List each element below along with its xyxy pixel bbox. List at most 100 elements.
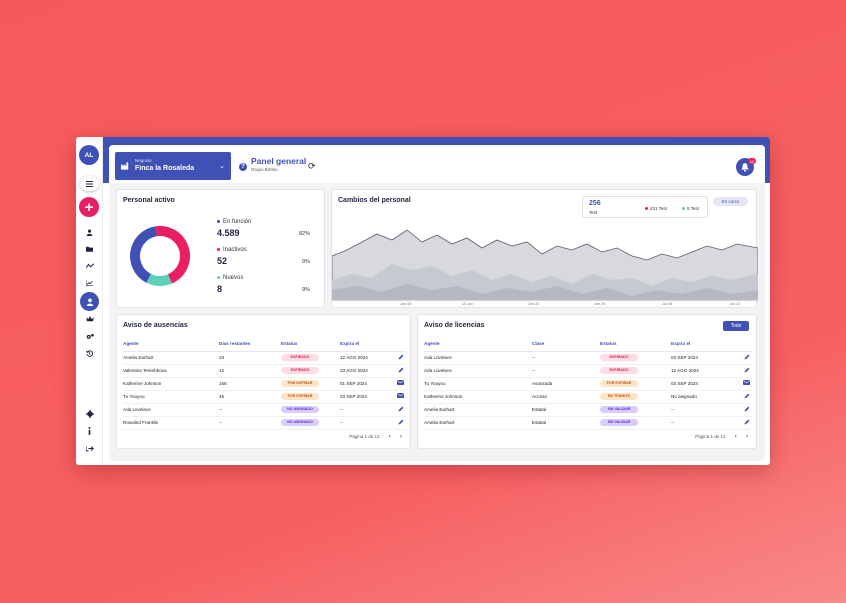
- next-page-icon[interactable]: ›: [746, 434, 748, 440]
- donut-chart: [129, 226, 190, 286]
- settings-icon[interactable]: [76, 409, 103, 419]
- expira-cell: 12 AGO 2024: [671, 364, 737, 378]
- chevron-down-icon: ⌄: [219, 163, 225, 170]
- expira-cell: --: [671, 416, 737, 430]
- info-icon[interactable]: [76, 426, 103, 436]
- mail-icon[interactable]: [392, 377, 406, 391]
- table-row[interactable]: Ada Lovelace -- EXPIRADO 03 SEP 2024: [424, 351, 752, 365]
- dias-cell: 23: [219, 351, 281, 365]
- table-header-row: Agente Clase Estatus Expira el: [424, 337, 752, 352]
- dias-cell: --: [219, 403, 281, 417]
- question-icon[interactable]: ?: [239, 163, 247, 171]
- edit-icon[interactable]: [737, 351, 752, 365]
- edit-icon[interactable]: [392, 364, 406, 378]
- column-header: Días restantes: [219, 337, 281, 352]
- prev-page-icon[interactable]: ‹: [734, 434, 737, 440]
- status-badge: NO ASIGNADO: [281, 406, 319, 413]
- timeline-icon[interactable]: [76, 261, 103, 271]
- legend-value-2: 8: [217, 284, 223, 294]
- expira-cell: No asignado: [671, 390, 737, 404]
- table-row[interactable]: Amelia Earhart Estatal SIN VALIDAR --: [424, 416, 752, 430]
- expira-cell: 03 SEP 2024: [671, 351, 737, 365]
- page-title: Panel general: [251, 156, 307, 166]
- expira-cell: 23 AGO 2024: [340, 364, 392, 378]
- dias-cell: 156: [219, 377, 281, 391]
- area-chart: [332, 229, 758, 301]
- table-row[interactable]: Tu Youyou 45 POR EXPIRAR 03 SEP 2024: [123, 390, 406, 404]
- edit-icon[interactable]: [392, 403, 406, 417]
- chart-icon[interactable]: [76, 278, 103, 288]
- negocio-label: Negocio: [135, 158, 152, 163]
- legend-dot-icon: [217, 219, 220, 223]
- table-row[interactable]: Tu Youyou Avanzada POR EXPIRAR 03 SEP 2024: [424, 377, 752, 391]
- crown-icon[interactable]: [76, 314, 103, 324]
- expira-cell: --: [671, 403, 737, 417]
- table-row[interactable]: Rosalind Franklin -- NO ASIGNADO --: [123, 416, 406, 430]
- agente-cell: Valentina Tereshkova: [123, 364, 219, 378]
- edit-icon[interactable]: [737, 390, 752, 404]
- status-cell: POR EXPIRAR: [281, 390, 340, 404]
- agente-cell: Amelia Earhart: [123, 351, 219, 365]
- gears-icon[interactable]: [76, 331, 103, 341]
- table-row[interactable]: Katherine Johnson 156 POR EXPIRAR 01 SEP 20…: [123, 377, 406, 391]
- negocio-selector[interactable]: Negocio Finca la Rosaleda ⌄: [115, 152, 231, 180]
- status-badge: POR EXPIRAR: [281, 393, 319, 400]
- table-row[interactable]: Katherine Johnson Acceso EN TRÁMITE No asig…: [424, 390, 752, 404]
- add-button[interactable]: +: [79, 197, 99, 217]
- table-row[interactable]: Amelia Earhart Estatal SIN VALIDAR --: [424, 403, 752, 417]
- en-curso-filter[interactable]: En curso: [713, 197, 748, 206]
- clase-cell: Estatal: [532, 403, 600, 417]
- avatar[interactable]: AL: [79, 145, 99, 165]
- status-cell: SIN VALIDAR: [600, 416, 671, 430]
- ausencias-table: Agente Días restantes Estatus Expira el …: [123, 337, 406, 430]
- clase-cell: Acceso: [532, 390, 600, 404]
- status-badge: EXPIRADO: [600, 354, 638, 361]
- agente-cell: Katherine Johnson: [424, 390, 532, 404]
- mail-icon[interactable]: [737, 377, 752, 391]
- x-label-2: Jun 22: [528, 302, 540, 306]
- expira-cell: 03 SEP 2024: [671, 377, 737, 391]
- user-active-icon[interactable]: [80, 292, 99, 311]
- folder-icon[interactable]: [76, 244, 103, 254]
- notifications-button[interactable]: 12: [736, 158, 756, 176]
- x-label-1: 15 Jun: [462, 302, 474, 306]
- expira-cell: 01 SEP 2024: [340, 377, 392, 391]
- legend-value-1: 52: [217, 256, 228, 266]
- edit-icon[interactable]: [737, 416, 752, 430]
- x-label-3: Jun 29: [594, 302, 606, 306]
- history-icon[interactable]: [76, 348, 103, 358]
- edit-icon[interactable]: [392, 416, 406, 430]
- agente-cell: Ada Lovelace: [424, 364, 532, 378]
- expira-cell: 12 AGO 2024: [340, 351, 392, 365]
- table-row[interactable]: Amelia Earhart 23 EXPIRADO 12 AGO 2024: [123, 351, 406, 365]
- header: Negocio Finca la Rosaleda ⌄ ? Panel gene…: [109, 145, 765, 183]
- status-cell: NO ASIGNADO: [281, 416, 340, 430]
- column-header: Agente: [123, 337, 219, 352]
- legend-value-0: 4.589: [217, 228, 240, 238]
- dias-cell: 12: [219, 364, 281, 378]
- x-label-4: Jul 06: [662, 302, 673, 306]
- menu-icon[interactable]: [80, 176, 99, 191]
- table-row[interactable]: Ada Lovelace -- EXPIRADO 12 AGO 2024: [424, 364, 752, 378]
- clase-cell: Avanzada: [532, 377, 600, 391]
- x-label-0: Jun 08: [400, 302, 412, 306]
- refresh-icon[interactable]: ⟳: [308, 161, 316, 171]
- person-icon[interactable]: [76, 227, 103, 237]
- edit-icon[interactable]: [737, 364, 752, 378]
- edit-icon[interactable]: [392, 351, 406, 365]
- factory-icon: [121, 162, 129, 170]
- clase-cell: Estatal: [532, 416, 600, 430]
- table-row[interactable]: Valentina Tereshkova 12 EXPIRADO 23 AGO 202…: [123, 364, 406, 378]
- donut-slice-0: [129, 226, 157, 283]
- mail-icon[interactable]: [392, 390, 406, 404]
- prev-page-icon[interactable]: ‹: [388, 434, 391, 440]
- next-page-icon[interactable]: ›: [400, 434, 402, 440]
- expira-cell: --: [340, 416, 392, 430]
- app-window: AL +: [76, 137, 770, 465]
- edit-icon[interactable]: [737, 403, 752, 417]
- table-row[interactable]: Ada Lovelace -- NO ASIGNADO --: [123, 403, 406, 417]
- dias-cell: --: [219, 416, 281, 430]
- page-subtitle: Grupo Bimbo: [251, 167, 278, 172]
- todo-button[interactable]: Todo: [723, 321, 749, 331]
- logout-icon[interactable]: [76, 443, 103, 453]
